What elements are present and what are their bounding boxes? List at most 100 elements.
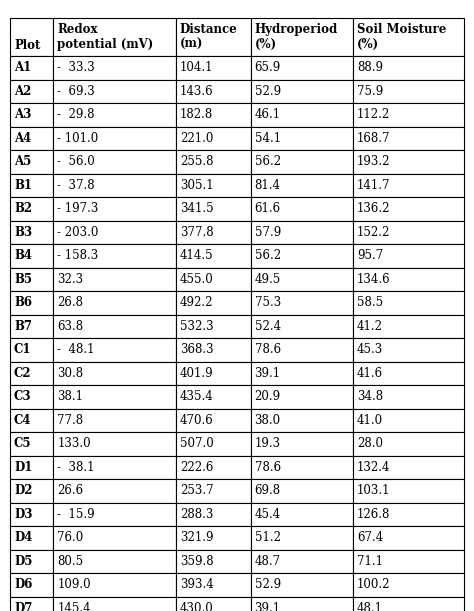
Text: 182.8: 182.8 xyxy=(180,108,213,121)
Text: 52.9: 52.9 xyxy=(255,578,281,591)
Text: 41.2: 41.2 xyxy=(357,320,383,333)
Text: 45.3: 45.3 xyxy=(357,343,383,356)
Bar xyxy=(10,362,53,385)
Bar xyxy=(10,596,53,611)
Text: 58.5: 58.5 xyxy=(357,296,383,309)
Text: 41.0: 41.0 xyxy=(357,414,383,426)
Text: 39.1: 39.1 xyxy=(255,367,281,380)
Bar xyxy=(176,385,251,409)
Bar xyxy=(251,197,353,221)
Text: 38.1: 38.1 xyxy=(57,390,83,403)
Bar xyxy=(10,291,53,315)
Bar xyxy=(176,56,251,79)
Bar xyxy=(176,268,251,291)
Text: 143.6: 143.6 xyxy=(180,85,213,98)
Bar xyxy=(353,479,464,502)
Text: A4: A4 xyxy=(14,132,31,145)
Text: 359.8: 359.8 xyxy=(180,555,213,568)
Text: 532.3: 532.3 xyxy=(180,320,213,333)
Text: 414.5: 414.5 xyxy=(180,249,213,262)
Text: 401.9: 401.9 xyxy=(180,367,213,380)
Text: 52.4: 52.4 xyxy=(255,320,281,333)
Text: D7: D7 xyxy=(14,602,32,611)
Text: 51.2: 51.2 xyxy=(255,531,281,544)
Bar xyxy=(53,432,176,455)
Text: B2: B2 xyxy=(14,202,32,215)
Text: 34.8: 34.8 xyxy=(357,390,383,403)
Bar xyxy=(10,385,53,409)
Text: 103.1: 103.1 xyxy=(357,485,390,497)
Text: D6: D6 xyxy=(14,578,32,591)
Bar xyxy=(353,502,464,526)
Text: 341.5: 341.5 xyxy=(180,202,213,215)
Text: 141.7: 141.7 xyxy=(357,179,390,192)
Bar xyxy=(53,526,176,549)
Bar xyxy=(176,479,251,502)
Text: 109.0: 109.0 xyxy=(57,578,91,591)
Text: B7: B7 xyxy=(14,320,32,333)
Bar xyxy=(353,150,464,174)
Text: 39.1: 39.1 xyxy=(255,602,281,611)
Bar xyxy=(353,526,464,549)
Bar xyxy=(251,385,353,409)
Text: 455.0: 455.0 xyxy=(180,273,213,286)
Text: -  33.3: - 33.3 xyxy=(57,61,95,75)
Bar xyxy=(176,409,251,432)
Bar xyxy=(251,244,353,268)
Bar xyxy=(176,79,251,103)
Text: A1: A1 xyxy=(14,61,31,75)
Text: -  38.1: - 38.1 xyxy=(57,461,95,474)
Bar xyxy=(176,455,251,479)
Text: A5: A5 xyxy=(14,155,31,168)
Bar xyxy=(53,18,176,56)
Bar xyxy=(53,56,176,79)
Text: 507.0: 507.0 xyxy=(180,437,213,450)
Bar xyxy=(53,549,176,573)
Text: 168.7: 168.7 xyxy=(357,132,390,145)
Bar xyxy=(251,479,353,502)
Bar xyxy=(10,174,53,197)
Bar xyxy=(176,150,251,174)
Text: - 158.3: - 158.3 xyxy=(57,249,99,262)
Bar xyxy=(251,18,353,56)
Text: D2: D2 xyxy=(14,485,33,497)
Bar xyxy=(353,409,464,432)
Bar xyxy=(53,150,176,174)
Text: C4: C4 xyxy=(14,414,31,426)
Text: - 101.0: - 101.0 xyxy=(57,132,99,145)
Text: 104.1: 104.1 xyxy=(180,61,213,75)
Text: 19.3: 19.3 xyxy=(255,437,281,450)
Text: 470.6: 470.6 xyxy=(180,414,213,426)
Bar xyxy=(10,150,53,174)
Bar xyxy=(176,549,251,573)
Bar xyxy=(251,174,353,197)
Text: 75.3: 75.3 xyxy=(255,296,281,309)
Text: B4: B4 xyxy=(14,249,32,262)
Text: 132.4: 132.4 xyxy=(357,461,390,474)
Text: 45.4: 45.4 xyxy=(255,508,281,521)
Text: D3: D3 xyxy=(14,508,33,521)
Text: 377.8: 377.8 xyxy=(180,225,213,239)
Text: B6: B6 xyxy=(14,296,32,309)
Bar xyxy=(10,126,53,150)
Text: A2: A2 xyxy=(14,85,31,98)
Text: 28.0: 28.0 xyxy=(357,437,383,450)
Bar xyxy=(353,596,464,611)
Text: 63.8: 63.8 xyxy=(57,320,83,333)
Text: C2: C2 xyxy=(14,367,32,380)
Text: 255.8: 255.8 xyxy=(180,155,213,168)
Bar xyxy=(353,79,464,103)
Text: 126.8: 126.8 xyxy=(357,508,390,521)
Text: B5: B5 xyxy=(14,273,32,286)
Bar xyxy=(10,502,53,526)
Text: 52.9: 52.9 xyxy=(255,85,281,98)
Bar xyxy=(10,197,53,221)
Bar xyxy=(176,291,251,315)
Bar xyxy=(353,197,464,221)
Bar xyxy=(251,79,353,103)
Bar xyxy=(176,174,251,197)
Text: - 197.3: - 197.3 xyxy=(57,202,99,215)
Bar xyxy=(251,126,353,150)
Bar xyxy=(176,126,251,150)
Text: 393.4: 393.4 xyxy=(180,578,213,591)
